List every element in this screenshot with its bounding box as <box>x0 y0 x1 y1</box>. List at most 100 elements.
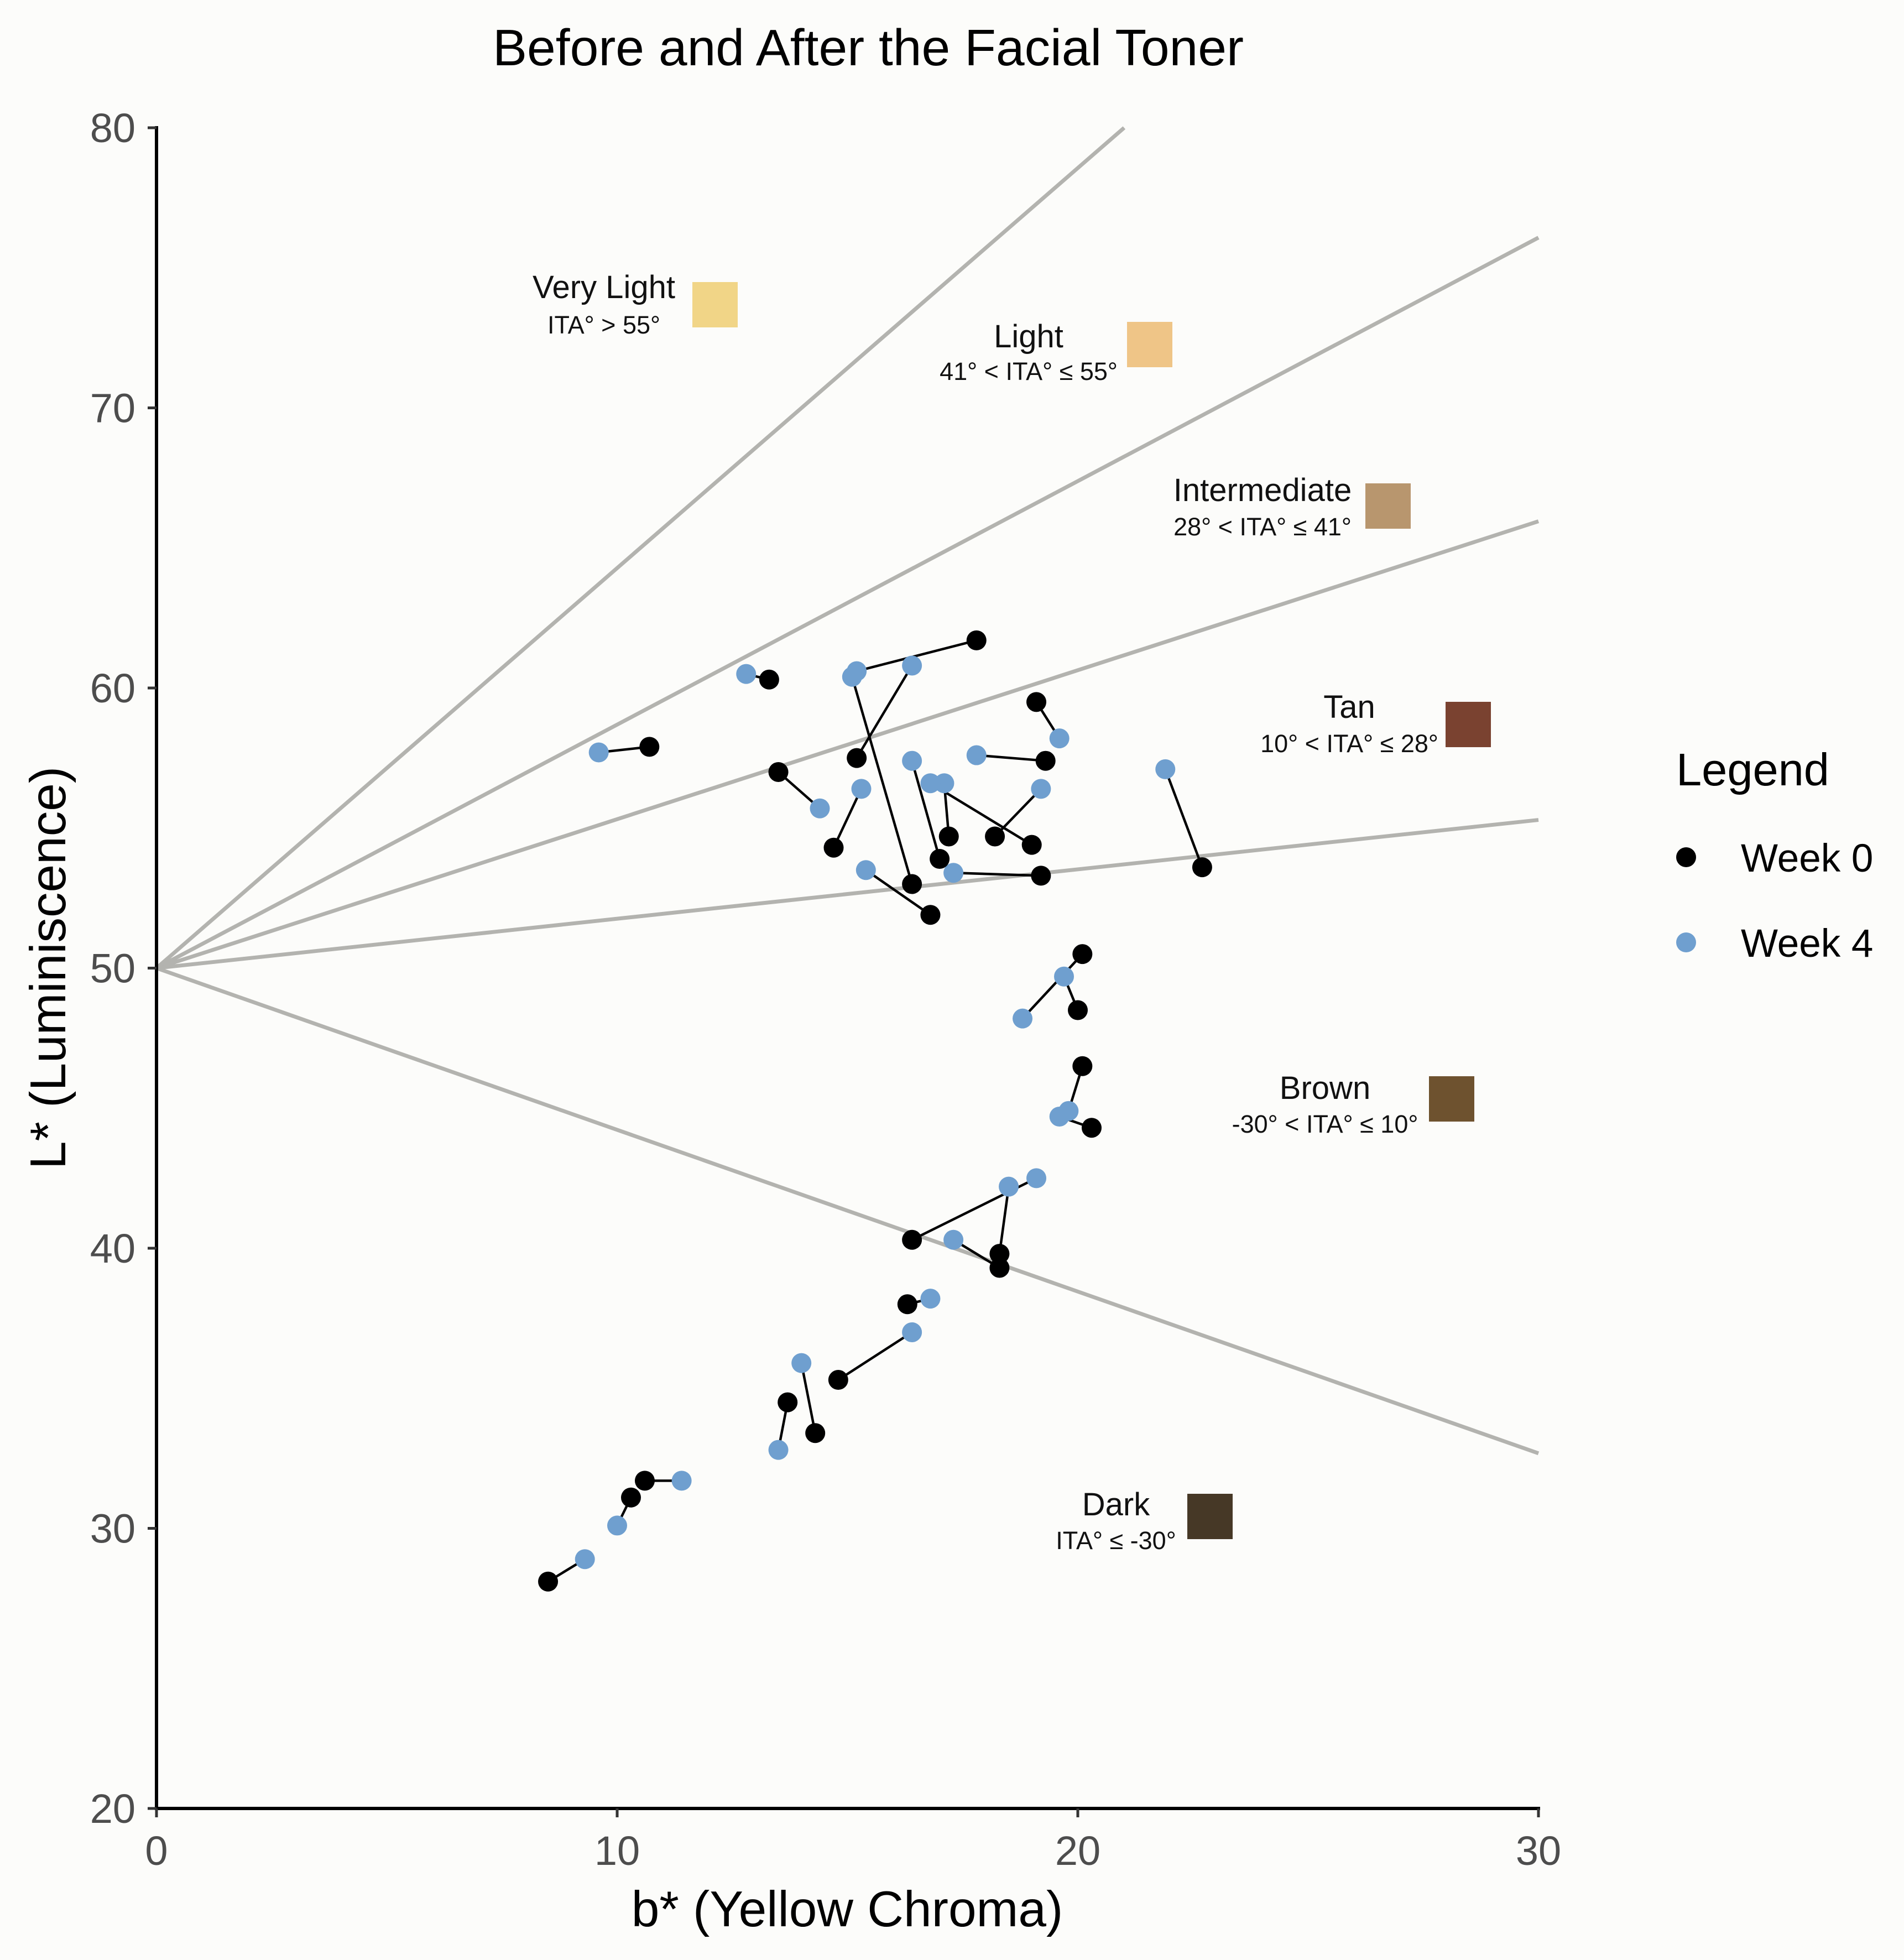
point-week-4 <box>810 798 830 819</box>
x-axis-label: b* (Yellow Chroma) <box>632 1881 1063 1937</box>
category-name: Brown <box>1280 1070 1370 1106</box>
point-week-4 <box>671 1471 692 1491</box>
y-tick-label: 20 <box>90 1786 135 1832</box>
point-week-4 <box>1155 759 1176 779</box>
category-ita-range: ITA° ≤ -30° <box>1056 1526 1176 1555</box>
point-week-4 <box>902 750 922 771</box>
category-annotation: Brown -30° < ITA° ≤ 10° <box>1232 1070 1474 1138</box>
ita-boundary-line <box>155 966 1540 1456</box>
point-week-0 <box>985 826 1005 847</box>
point-week-4 <box>791 1353 812 1373</box>
pair-segment <box>910 760 941 859</box>
point-week-0 <box>634 1471 655 1491</box>
x-tick-label: 20 <box>1055 1828 1100 1874</box>
point-week-0 <box>620 1487 641 1508</box>
pair-segment <box>1021 953 1083 1020</box>
point-week-0 <box>805 1423 826 1443</box>
x-axis-ticks: 0 10 20 30 <box>145 1808 1561 1874</box>
point-week-0 <box>1081 1118 1102 1138</box>
point-week-0 <box>1072 944 1093 965</box>
legend: Legend Week 0 Week 4 <box>1676 744 1873 966</box>
x-tick-label: 30 <box>1516 1828 1561 1874</box>
point-week-0 <box>828 1370 848 1390</box>
point-week-0 <box>1035 750 1056 771</box>
pair-segment <box>976 754 1046 762</box>
point-week-4 <box>943 1229 964 1250</box>
ita-boundary-line <box>156 818 1539 970</box>
category-annotation: Tan 10° < ITA° ≤ 28° <box>1260 689 1491 758</box>
y-tick-label: 40 <box>90 1226 135 1271</box>
point-week-4 <box>1031 779 1051 799</box>
pair-segment <box>865 869 931 916</box>
point-week-0 <box>989 1244 1010 1264</box>
point-week-4 <box>943 863 964 883</box>
point-week-0 <box>1072 1056 1093 1076</box>
ita-boundary-line <box>155 236 1540 970</box>
point-week-4 <box>966 745 987 765</box>
pair-segment <box>953 872 1041 877</box>
point-week-0 <box>930 848 950 869</box>
point-week-4 <box>1026 1168 1047 1188</box>
ita-boundary-line <box>155 126 1126 970</box>
point-week-0 <box>778 1392 798 1412</box>
legend-swatch-week-4 <box>1676 932 1696 952</box>
point-week-4 <box>856 860 876 880</box>
category-ita-range: -30° < ITA° ≤ 10° <box>1232 1110 1418 1138</box>
point-week-4 <box>575 1549 595 1570</box>
point-week-4 <box>736 664 757 684</box>
legend-title: Legend <box>1676 744 1829 795</box>
x-tick-label: 10 <box>594 1828 640 1874</box>
pair-segment <box>837 1331 913 1381</box>
point-week-4 <box>607 1515 627 1536</box>
y-tick-label: 50 <box>90 946 135 992</box>
pair-segment <box>800 1363 817 1433</box>
point-week-0 <box>902 874 922 894</box>
point-week-4 <box>851 779 872 799</box>
point-week-4 <box>588 742 609 763</box>
point-week-0 <box>639 737 660 757</box>
x-tick-label: 0 <box>145 1828 168 1874</box>
point-week-0 <box>989 1258 1010 1278</box>
y-axis-label: L* (Luminiscence) <box>20 767 76 1169</box>
category-color-swatch <box>1429 1076 1474 1122</box>
pair-segment <box>832 788 863 848</box>
point-week-0 <box>920 905 941 925</box>
category-annotation: Dark ITA° ≤ -30° <box>1056 1487 1233 1555</box>
point-week-4 <box>1013 1008 1033 1029</box>
category-color-swatch <box>1187 1494 1233 1539</box>
category-annotation: Very Light ITA° > 55° <box>533 269 738 339</box>
point-week-0 <box>966 630 987 650</box>
point-week-0 <box>897 1294 917 1315</box>
point-week-0 <box>823 837 844 858</box>
category-ita-range: ITA° > 55° <box>547 311 660 339</box>
pair-segment <box>851 676 914 885</box>
category-color-swatch <box>692 282 738 327</box>
category-name: Intermediate <box>1173 472 1352 508</box>
y-tick-label: 30 <box>90 1506 135 1552</box>
y-tick-label: 80 <box>90 105 135 151</box>
pair-segment <box>994 788 1042 838</box>
pair-segment <box>856 665 914 759</box>
category-name: Dark <box>1082 1487 1150 1523</box>
ita-boundary-line <box>155 519 1540 970</box>
category-name: Very Light <box>533 269 675 305</box>
category-name: Light <box>994 319 1063 355</box>
point-week-4 <box>842 666 862 687</box>
point-week-4 <box>768 1440 789 1460</box>
point-week-4 <box>999 1176 1019 1197</box>
point-week-4 <box>934 773 954 794</box>
category-name: Tan <box>1323 689 1375 725</box>
point-week-4 <box>920 773 941 794</box>
point-week-0 <box>1026 692 1047 712</box>
category-annotation: Intermediate 28° < ITA° ≤ 41° <box>1173 472 1411 541</box>
pair-segment <box>1164 769 1204 868</box>
point-week-0 <box>902 1229 922 1250</box>
point-week-0 <box>1068 1000 1088 1020</box>
point-week-4 <box>902 1322 922 1342</box>
point-week-0 <box>938 826 959 847</box>
pair-segment <box>930 782 1032 846</box>
point-week-0 <box>538 1571 559 1592</box>
